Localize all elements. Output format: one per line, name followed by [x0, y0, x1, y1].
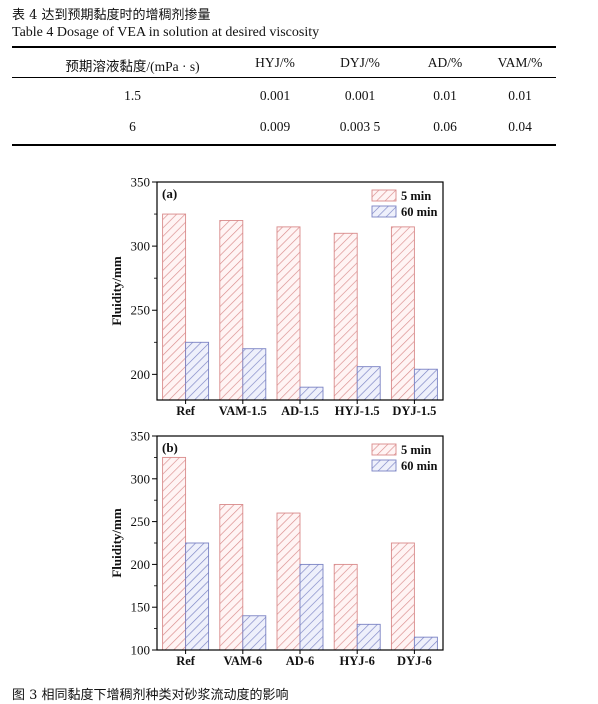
x-tick-label: VAM-1.5	[219, 404, 267, 418]
y-tick-label: 100	[131, 643, 151, 658]
bar-5min-ad-6	[276, 512, 301, 651]
x-tick-label: HYJ-1.5	[335, 404, 380, 418]
bar-5min-vam-1.5	[219, 220, 244, 401]
y-tick-label: 250	[131, 514, 151, 529]
bar-60min-dyj-6	[413, 636, 438, 651]
table-header-dyj: DYJ/%	[340, 55, 380, 70]
table-top-rule	[12, 46, 556, 48]
bar-5min-ref	[162, 213, 187, 401]
bar-5min-hyj-6	[333, 563, 358, 651]
table-header-hyj: HYJ/%	[255, 55, 295, 70]
table-header-rule	[12, 77, 556, 78]
legend-swatch-60min	[371, 205, 397, 218]
bar-5min-dyj-1.5	[390, 226, 415, 401]
y-tick-label: 350	[131, 429, 151, 444]
bar-60min-ad-1.5	[299, 386, 324, 401]
x-tick-label: HYJ-6	[339, 654, 374, 668]
table-cell: 0.01	[508, 88, 532, 103]
y-axis-label: Fluidity/mm	[109, 508, 124, 578]
table-cell: 0.04	[508, 119, 532, 134]
plot-frame	[156, 181, 444, 401]
legend-swatch-60min	[371, 459, 397, 472]
table-cell: 0.003 5	[339, 119, 381, 134]
x-tick-label: Ref	[176, 654, 196, 668]
table-caption-en: Table 4 Dosage of VEA in solution at des…	[12, 25, 320, 40]
bar-60min-hyj-6	[356, 623, 381, 651]
legend-label: 60 min	[401, 459, 438, 473]
legend-swatch-5min	[371, 443, 397, 456]
bar-60min-vam-1.5	[242, 348, 267, 401]
bar-5min-hyj-1.5	[333, 232, 358, 401]
table-cell: 0.001	[344, 88, 376, 103]
bar-60min-vam-6	[242, 615, 267, 651]
y-tick-label: 300	[131, 239, 151, 254]
legend-label: 5 min	[401, 443, 431, 457]
legend-swatch-5min	[371, 189, 397, 202]
table-caption-cn: 表 4 达到预期黏度时的增稠剂掺量	[12, 8, 211, 23]
y-tick-label: 300	[131, 471, 151, 486]
bar-5min-dyj-6	[390, 542, 415, 651]
y-tick-label: 200	[131, 557, 151, 572]
table-cell: 0.001	[259, 88, 291, 103]
table-header-ad: AD/%	[427, 55, 463, 70]
bar-60min-dyj-1.5	[413, 368, 438, 401]
y-axis-label: Fluidity/mm	[109, 256, 124, 326]
x-tick-label: AD-6	[286, 654, 314, 668]
bar-60min-ref	[185, 542, 210, 651]
bar-60min-hyj-1.5	[356, 366, 381, 401]
bar-5min-ref	[162, 456, 187, 651]
table-cell: 0.01	[433, 88, 457, 103]
legend-label: 60 min	[401, 205, 438, 219]
y-tick-label: 250	[131, 303, 151, 318]
x-tick-label: AD-1.5	[281, 404, 319, 418]
table-cell: 6	[129, 119, 136, 134]
x-tick-label: VAM-6	[223, 654, 262, 668]
bar-5min-vam-6	[219, 504, 244, 651]
x-tick-label: Ref	[176, 404, 196, 418]
y-tick-label: 200	[131, 367, 151, 382]
panel-label: (b)	[162, 440, 178, 455]
y-tick-label: 350	[131, 175, 151, 190]
x-tick-label: DYJ-1.5	[392, 404, 436, 418]
bar-60min-ref	[185, 341, 210, 401]
y-tick-label: 150	[131, 600, 151, 615]
figure-caption: 图 3 相同黏度下增稠剂种类对砂浆流动度的影响	[12, 688, 289, 703]
table-header-vam: VAM/%	[497, 55, 543, 70]
table-cell: 0.009	[259, 119, 291, 134]
table-cell: 0.06	[433, 119, 457, 134]
bar-60min-ad-6	[299, 563, 324, 651]
panel-label: (a)	[162, 186, 177, 201]
table-bottom-rule	[12, 144, 556, 146]
table-cell: 1.5	[124, 88, 141, 103]
bar-5min-ad-1.5	[276, 226, 301, 401]
table-header-viscosity: 预期溶液黏度/(mPa · s)	[65, 59, 200, 74]
x-tick-label: DYJ-6	[397, 654, 432, 668]
legend-label: 5 min	[401, 189, 431, 203]
